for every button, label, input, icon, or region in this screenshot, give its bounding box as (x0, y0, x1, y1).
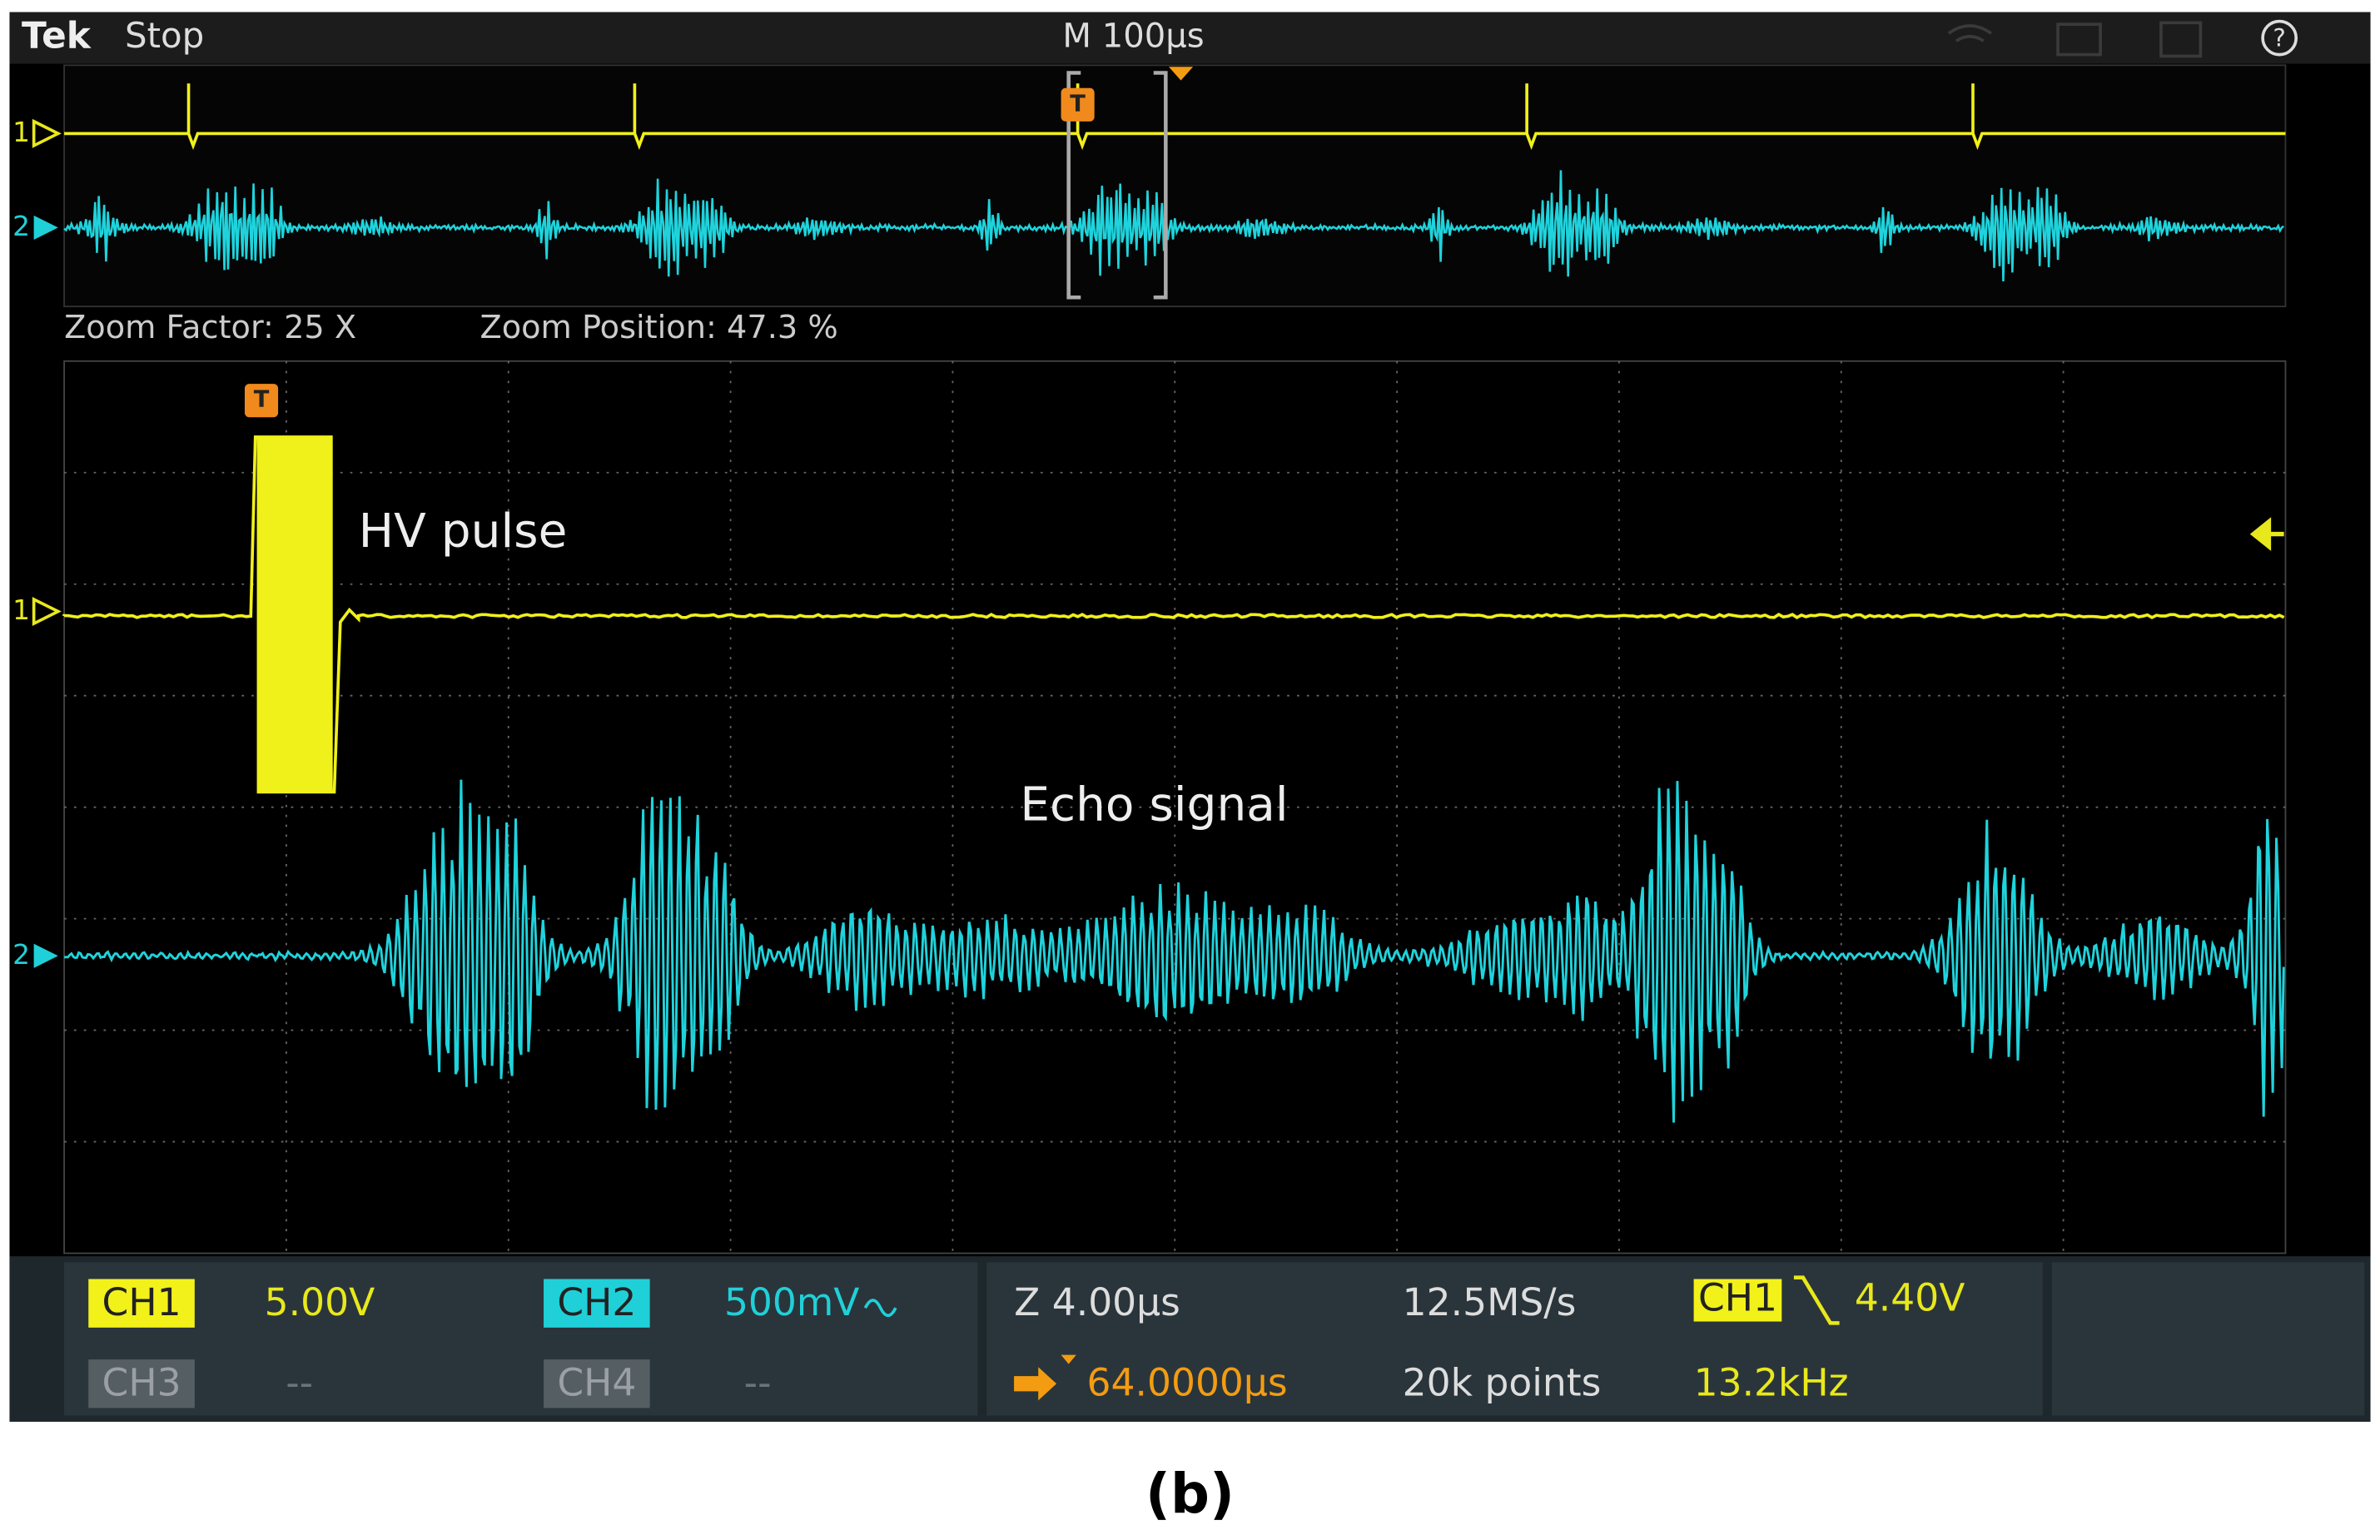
overview-trigger-marker (1061, 87, 1095, 122)
ch4-scale: -- (744, 1361, 772, 1405)
wifi-icon (1947, 24, 1992, 42)
main-ch1-marker: 1 (12, 594, 30, 626)
main-trigger-marker (244, 384, 279, 418)
overview-ch1-arrow (32, 118, 62, 148)
figure-caption: (b) (1145, 1463, 1235, 1526)
ch2-overview-trace (63, 170, 2285, 281)
zoom-factor: Zoom Factor: 25 X (64, 309, 356, 346)
ch2-badge[interactable] (544, 1279, 650, 1328)
ch2-bw-icon (863, 1299, 897, 1318)
channel-panel (64, 1262, 978, 1416)
zoom-bracket[interactable] (1066, 71, 1168, 300)
zoom-scale[interactable]: Z 4.00µs (1014, 1280, 1180, 1324)
record-length[interactable]: 20k points (1403, 1361, 1602, 1405)
overview-ch2-arrow (33, 215, 58, 240)
help-icon[interactable] (2261, 19, 2298, 57)
horizontal-panel (986, 1262, 2043, 1416)
acq-state[interactable]: Stop (125, 15, 204, 56)
ch2-scale[interactable]: 500mV (724, 1280, 859, 1324)
export-icon (2159, 21, 2203, 58)
overview-waveforms (63, 83, 2286, 281)
zoom-position: Zoom Position: 47.3 % (479, 309, 837, 346)
ch2-main-trace (63, 779, 2285, 1123)
ch4-label[interactable]: CH4 (557, 1361, 636, 1405)
position-trigger-icon (1061, 1354, 1076, 1364)
trigger-slope-icon (1793, 1275, 1840, 1325)
annotation-echo-signal: Echo signal (1020, 777, 1288, 832)
help-text[interactable]: ? (2273, 23, 2285, 52)
trigger-level[interactable]: 4.40V (1855, 1276, 1965, 1320)
ch1-main-trace (62, 435, 2285, 794)
status-icons (1947, 21, 2203, 58)
ch4-badge[interactable] (544, 1359, 650, 1408)
ch2-label[interactable]: CH2 (557, 1280, 636, 1324)
horizontal-position[interactable]: 64.0000µs (1087, 1361, 1288, 1405)
trigger-source-badge[interactable] (1693, 1279, 1782, 1322)
overview-ch1-marker: 1 (12, 117, 30, 148)
ch3-label[interactable]: CH3 (102, 1361, 181, 1405)
trigger-frequency: 13.2kHz (1694, 1361, 1849, 1405)
overview-trigger-text: T (1070, 91, 1086, 117)
main-ch2-arrow (33, 943, 58, 968)
ch1-overview-trace (64, 83, 2286, 151)
main-ch2-marker: 2 (12, 939, 30, 971)
spare-panel (2051, 1262, 2365, 1416)
ch1-badge[interactable] (88, 1279, 195, 1328)
main-waveforms (62, 435, 2285, 1123)
main-ch1-arrow (32, 597, 62, 627)
sample-rate[interactable]: 12.5MS/s (1403, 1280, 1577, 1324)
position-arrow (1014, 1367, 1057, 1401)
trigger-source[interactable]: CH1 (1698, 1276, 1777, 1320)
ch3-scale: -- (286, 1361, 313, 1405)
ch3-badge[interactable] (88, 1359, 195, 1408)
trigger-position-marker (1168, 67, 1194, 81)
ch1-label[interactable]: CH1 (102, 1280, 181, 1324)
annotation-hv-pulse: HV pulse (359, 504, 568, 559)
timebase[interactable]: M 100µs (1062, 17, 1204, 56)
overview-ch2-marker: 2 (12, 211, 30, 242)
network-icon (2056, 22, 2102, 57)
graticule-grid (64, 360, 2286, 1254)
main-trigger-text: T (254, 387, 270, 413)
brand: Tek (22, 15, 92, 57)
overview-panel (63, 64, 2287, 308)
ch1-scale[interactable]: 5.00V (265, 1280, 375, 1324)
trigger-level-arrow (2249, 517, 2284, 551)
